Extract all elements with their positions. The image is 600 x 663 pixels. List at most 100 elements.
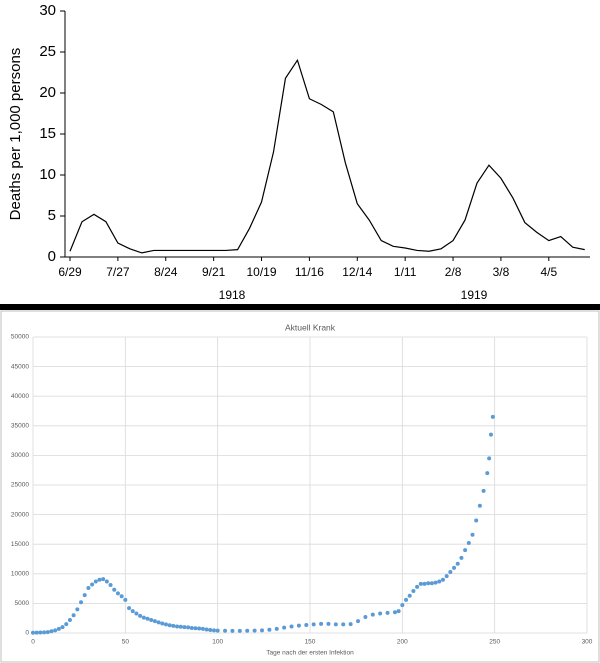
data-point bbox=[123, 597, 128, 602]
data-point bbox=[252, 628, 257, 633]
data-point bbox=[64, 622, 69, 627]
data-point bbox=[56, 626, 61, 631]
x-tick-label: 7/27 bbox=[106, 265, 130, 279]
data-point bbox=[426, 581, 431, 586]
data-point bbox=[67, 617, 72, 622]
data-point bbox=[296, 623, 301, 628]
x-tick-label: 250 bbox=[489, 639, 500, 646]
y-tick-label: 15000 bbox=[11, 541, 29, 548]
data-point bbox=[141, 615, 146, 620]
data-point bbox=[370, 612, 375, 617]
data-point bbox=[237, 628, 242, 633]
data-point bbox=[415, 584, 420, 589]
data-point bbox=[341, 622, 346, 627]
data-point bbox=[429, 581, 434, 586]
data-point bbox=[211, 628, 216, 633]
data-point bbox=[138, 613, 143, 618]
y-tick-label: 40000 bbox=[11, 393, 29, 400]
data-point bbox=[448, 570, 453, 575]
x-tick-label: 12/14 bbox=[342, 265, 372, 279]
x-tick-label: 10/19 bbox=[247, 265, 277, 279]
data-point bbox=[115, 591, 120, 596]
data-point bbox=[385, 610, 390, 615]
data-point bbox=[97, 577, 102, 582]
x-tick-label: 4/5 bbox=[540, 265, 557, 279]
data-point bbox=[208, 628, 213, 633]
data-point bbox=[474, 518, 479, 523]
data-point bbox=[444, 574, 449, 579]
data-point bbox=[182, 625, 187, 630]
data-point bbox=[311, 622, 316, 627]
data-point bbox=[407, 593, 412, 598]
data-point bbox=[152, 619, 157, 624]
data-point bbox=[171, 623, 176, 628]
data-point bbox=[193, 626, 198, 631]
y-tick-label: 5 bbox=[48, 207, 56, 224]
data-point bbox=[82, 593, 87, 598]
data-point bbox=[245, 628, 250, 633]
y-tick-label: 0 bbox=[48, 248, 56, 265]
data-point bbox=[333, 622, 338, 627]
data-point bbox=[466, 541, 471, 546]
data-point bbox=[485, 471, 490, 476]
separator bbox=[0, 304, 600, 310]
x-tick-label: 6/29 bbox=[58, 265, 82, 279]
data-point bbox=[93, 579, 98, 584]
data-point bbox=[215, 628, 220, 633]
data-point bbox=[145, 616, 150, 621]
data-point bbox=[49, 629, 54, 634]
data-point bbox=[108, 583, 113, 588]
data-point bbox=[104, 579, 109, 584]
data-point bbox=[38, 630, 43, 635]
data-point bbox=[90, 582, 95, 587]
data-point bbox=[259, 628, 264, 633]
data-point bbox=[396, 609, 401, 614]
y-tick-label: 20000 bbox=[11, 511, 29, 518]
data-point bbox=[433, 580, 438, 585]
y-tick-label: 0 bbox=[25, 630, 29, 637]
data-point bbox=[60, 625, 65, 630]
year-label: 1918 bbox=[219, 288, 246, 302]
data-point bbox=[282, 625, 287, 630]
data-point bbox=[186, 625, 191, 630]
data-point bbox=[101, 577, 106, 582]
data-point bbox=[204, 627, 209, 632]
data-point bbox=[175, 624, 180, 629]
data-point bbox=[45, 630, 50, 635]
y-tick-label: 10 bbox=[39, 166, 56, 183]
chart-title: Aktuell Krank bbox=[285, 322, 336, 332]
data-point bbox=[459, 555, 464, 560]
data-point bbox=[149, 617, 154, 622]
data-point bbox=[422, 581, 427, 586]
x-tick-label: 2/8 bbox=[445, 265, 462, 279]
x-tick-label: 300 bbox=[582, 639, 593, 646]
x-tick-label: 200 bbox=[397, 639, 408, 646]
data-point bbox=[411, 588, 416, 593]
x-tick-label: 0 bbox=[31, 639, 35, 646]
data-point bbox=[127, 606, 132, 611]
data-point bbox=[463, 548, 468, 553]
data-point bbox=[112, 587, 117, 592]
year-label: 1919 bbox=[461, 288, 488, 302]
y-tick-label: 30 bbox=[39, 2, 56, 19]
data-point bbox=[304, 623, 309, 628]
x-tick-label: 1/11 bbox=[394, 265, 417, 279]
data-point bbox=[470, 532, 475, 537]
data-point bbox=[31, 630, 35, 635]
data-point bbox=[134, 611, 139, 616]
data-point bbox=[487, 456, 492, 461]
data-point bbox=[440, 577, 445, 582]
data-point bbox=[86, 586, 91, 591]
data-point bbox=[392, 610, 397, 615]
y-tick-label: 50000 bbox=[11, 334, 29, 341]
x-axis-label: Tage nach der ersten Infektion bbox=[266, 650, 354, 657]
data-point bbox=[481, 488, 486, 493]
data-point bbox=[167, 623, 172, 628]
x-tick-label: 8/24 bbox=[154, 265, 178, 279]
data-point bbox=[189, 625, 194, 630]
data-point bbox=[348, 622, 353, 627]
data-point bbox=[267, 627, 272, 632]
data-point bbox=[400, 603, 405, 608]
